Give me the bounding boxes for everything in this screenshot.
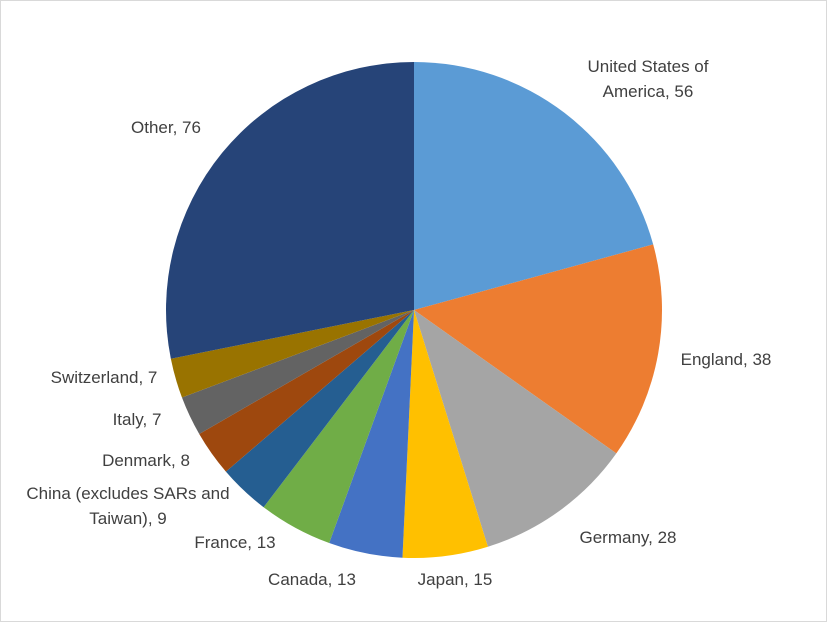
data-label-japan: Japan, 15: [418, 570, 493, 589]
pie-slice-canada: [329, 310, 414, 558]
pie-slice-denmark: [199, 310, 414, 472]
data-label-germany: Germany, 28: [579, 528, 676, 547]
pie-slice-germany: [414, 310, 617, 547]
data-label-china-excludes-sars-and-taiwan: China (excludes SARs and Taiwan), 9: [26, 484, 229, 528]
pie-slice-italy: [181, 310, 414, 434]
pie-slice-united-states-of-america: [414, 62, 654, 310]
data-label-italy: Italy, 7: [113, 410, 162, 429]
pie-slice-japan: [402, 310, 488, 558]
data-label-france: France, 13: [194, 533, 275, 552]
data-label-other: Other, 76: [131, 118, 201, 137]
data-label-switzerland: Switzerland, 7: [51, 368, 158, 387]
pie-slice-other: [166, 62, 414, 359]
data-label-england: England, 38: [681, 350, 772, 369]
pie-slice-england: [414, 244, 662, 454]
pie-slice-france: [263, 310, 414, 544]
pie-slice-switzerland: [170, 310, 414, 398]
data-label-canada: Canada, 13: [268, 570, 356, 589]
data-label-denmark: Denmark, 8: [102, 451, 190, 470]
pie-slice-china-excludes-sars-and-taiwan: [225, 310, 414, 508]
data-label-united-states-of-america: United States of America, 56: [588, 57, 709, 101]
